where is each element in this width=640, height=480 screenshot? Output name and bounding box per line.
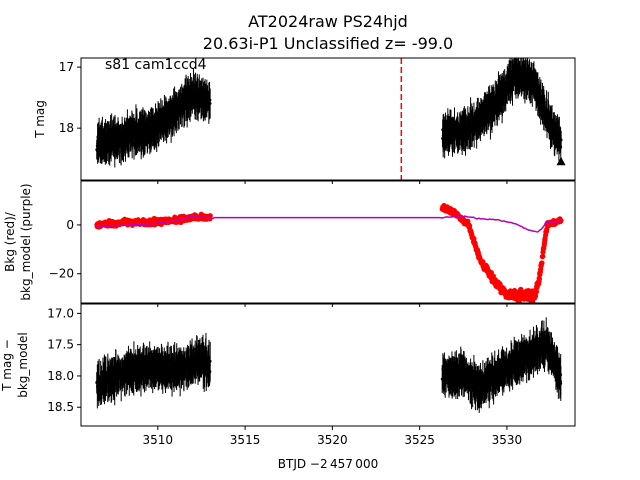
middle-panel-frame [80, 180, 576, 304]
bkg-data-point [536, 276, 542, 282]
x-tick-label: 3520 [317, 433, 348, 447]
y-tick-label: 18.0 [47, 369, 74, 383]
middle-panel-ylabel-line1: Bkg (red)/ [3, 211, 17, 272]
bkg-data-point [466, 223, 473, 229]
bkg-data-point [540, 253, 546, 259]
x-tick-label: 3515 [230, 433, 261, 447]
y-tick-label: 17 [59, 60, 74, 74]
y-tick-label: −20 [49, 267, 74, 281]
y-tick-label: 17.5 [47, 338, 74, 352]
y-tick-label: 17.0 [47, 306, 74, 320]
camera-annotation: s81 cam1ccd4 [105, 57, 207, 73]
bkg-data-point [539, 260, 545, 266]
chart-title-line1: AT2024raw PS24hjd [248, 12, 408, 31]
upper-limit-triangle-icon [556, 156, 566, 166]
bkg-data-point [533, 289, 540, 295]
x-axis-label: BTJD −2 457 000 [278, 457, 378, 471]
data-point [559, 382, 563, 385]
bottom-panel-corrected-mag: 3510 3515 3520 3525 3530 17.0 17.5 18.0 18.5 T m… [0, 303, 576, 447]
y-tick-label: 0 [66, 218, 74, 232]
top-panel-frame [80, 57, 576, 181]
bkg-data-point [558, 218, 564, 224]
bkg-data-point [471, 235, 477, 242]
y-tick-label: 18 [59, 121, 74, 135]
y-tick-label: 18.5 [47, 400, 74, 414]
data-point [559, 138, 563, 142]
x-tick-label: 3525 [404, 433, 435, 447]
data-point [208, 98, 212, 102]
bottom-panel-ylabel-line1: T mag − [0, 339, 14, 392]
top-panel-mag: 17 18 T mag s81 cam1ccd4 [33, 57, 576, 184]
top-panel-ylabel: T mag [33, 100, 47, 139]
x-tick-label: 3510 [143, 433, 174, 447]
bottom-panel-ylabel-line2: bkg_model [16, 332, 30, 398]
chart-title-line2: 20.63i-P1 Unclassified z= -99.0 [203, 34, 453, 53]
data-point [208, 359, 212, 363]
middle-panel-background: 0 −20 Bkg (red)/ bkg_model (purple) [3, 180, 576, 307]
series-bkg-model-line [96, 215, 562, 233]
middle-panel-ylabel-line2: bkg_model (purple) [19, 183, 33, 300]
bottom-panel-frame [80, 303, 576, 427]
x-tick-label: 3530 [492, 433, 523, 447]
